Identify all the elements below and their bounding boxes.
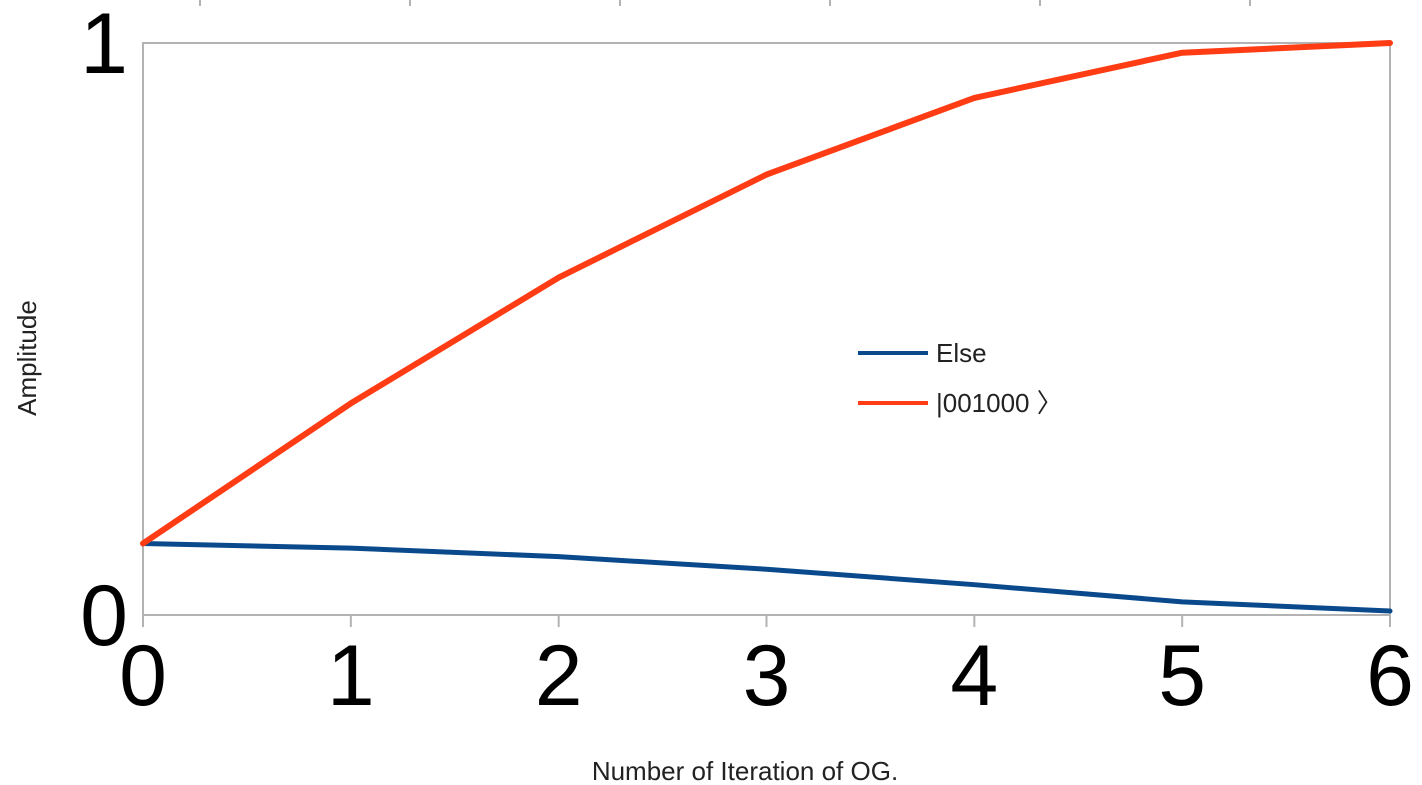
legend-label-001000: |001000 〉	[936, 388, 1063, 418]
series-line-else	[140, 541, 1393, 614]
x-tick-label: 2	[535, 628, 583, 724]
x-tick-label: 1	[327, 628, 375, 724]
x-tick-label: 6	[1366, 628, 1414, 724]
y-tick-label: 1	[80, 0, 128, 92]
x-axis-title: Number of Iteration of OG.	[592, 756, 898, 785]
x-tick-label: 3	[743, 628, 791, 724]
legend: Else |001000 〉	[858, 338, 1063, 418]
plot-frame	[142, 42, 1391, 616]
series-lines	[140, 40, 1393, 614]
top-edge-ticks	[199, 0, 1251, 6]
series-line-001000	[140, 40, 1393, 547]
x-tick-label: 4	[950, 628, 998, 724]
x-tick-label: 5	[1158, 628, 1206, 724]
x-tick-marks	[142, 615, 1391, 627]
legend-label-else: Else	[936, 338, 987, 368]
x-tick-labels: 0 1 2 3 4 5 6	[119, 628, 1414, 724]
y-axis-title: Amplitude	[12, 300, 42, 416]
x-tick-label: 0	[119, 628, 167, 724]
y-tick-label: 0	[80, 568, 128, 664]
y-tick-labels: 01	[80, 0, 128, 664]
